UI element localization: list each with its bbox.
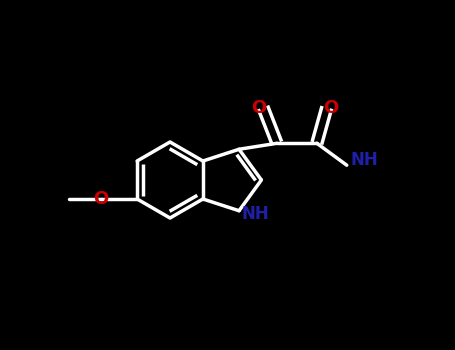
Text: NH: NH bbox=[351, 151, 379, 169]
Text: NH: NH bbox=[241, 205, 269, 223]
Text: O: O bbox=[323, 99, 339, 117]
Text: O: O bbox=[93, 190, 109, 208]
Text: O: O bbox=[251, 99, 267, 117]
